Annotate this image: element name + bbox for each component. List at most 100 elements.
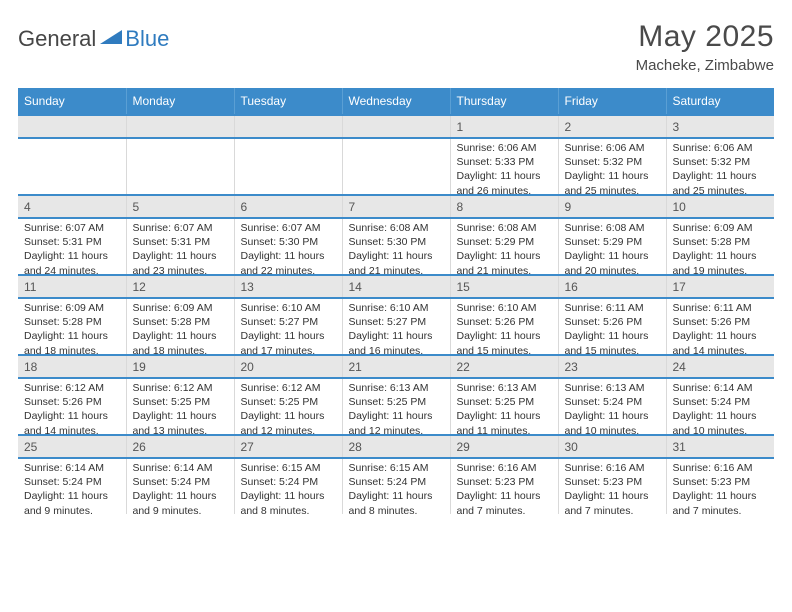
day-info: [343, 139, 450, 194]
week-daynum-row: 123: [18, 115, 774, 138]
sunset-text: Sunset: 5:29 PM: [457, 235, 552, 249]
sunset-text: Sunset: 5:26 PM: [24, 395, 120, 409]
daylight-text: Daylight: 11 hours and 18 minutes.: [133, 329, 228, 357]
sunset-text: Sunset: 5:23 PM: [457, 475, 552, 489]
weekday-header: Thursday: [450, 88, 558, 115]
day-number: 1: [451, 116, 558, 137]
daylight-text: Daylight: 11 hours and 7 minutes.: [673, 489, 769, 517]
sunrise-text: Sunrise: 6:06 AM: [673, 141, 769, 155]
daylight-text: Daylight: 11 hours and 14 minutes.: [673, 329, 769, 357]
sunset-text: Sunset: 5:26 PM: [457, 315, 552, 329]
day-info: Sunrise: 6:10 AMSunset: 5:27 PMDaylight:…: [235, 299, 342, 354]
day-number: 13: [235, 276, 342, 297]
day-number: 6: [235, 196, 342, 217]
week-daynum-row: 18192021222324: [18, 355, 774, 378]
sunrise-text: Sunrise: 6:12 AM: [133, 381, 228, 395]
day-info: Sunrise: 6:09 AMSunset: 5:28 PMDaylight:…: [667, 219, 775, 274]
day-info: Sunrise: 6:06 AMSunset: 5:33 PMDaylight:…: [451, 139, 558, 194]
week-info-row: Sunrise: 6:12 AM Sunset: 5:26 PM Daylight:…: [18, 378, 774, 435]
day-info: Sunrise: 6:07 AMSunset: 5:31 PMDaylight:…: [18, 219, 126, 274]
sunrise-text: Sunrise: 6:14 AM: [673, 381, 769, 395]
day-number: 16: [559, 276, 666, 297]
sunset-text: Sunset: 5:26 PM: [673, 315, 769, 329]
week-info-row: Sunrise: 6:06 AMSunset: 5:33 PMDaylight:…: [18, 138, 774, 195]
day-number: 27: [235, 436, 342, 457]
sunrise-text: Sunrise: 6:15 AM: [241, 461, 336, 475]
day-info: Sunrise: 6:11 AMSunset: 5:26 PMDaylight:…: [559, 299, 666, 354]
sunrise-text: Sunrise: 6:07 AM: [133, 221, 228, 235]
daylight-text: Daylight: 11 hours and 10 minutes.: [673, 409, 769, 437]
day-info: [18, 139, 126, 194]
day-info: Sunrise: 6:08 AMSunset: 5:29 PMDaylight:…: [451, 219, 558, 274]
day-number: 22: [451, 356, 558, 377]
day-number: 9: [559, 196, 666, 217]
title-block: May 2025 Macheke, Zimbabwe: [636, 20, 774, 74]
week-info-row: Sunrise: 6:09 AMSunset: 5:28 PM Daylight:…: [18, 298, 774, 355]
daylight-text: Daylight: 11 hours and 24 minutes.: [24, 249, 120, 277]
brand-logo: General Blue: [18, 26, 169, 52]
day-number: 26: [127, 436, 234, 457]
daylight-text: Daylight: 11 hours and 23 minutes.: [133, 249, 228, 277]
day-info: Sunrise: 6:09 AMSunset: 5:28 PMDaylight:…: [18, 299, 126, 354]
sunrise-text: Sunrise: 6:08 AM: [349, 221, 444, 235]
page-title: May 2025: [636, 20, 774, 54]
daylight-text: Daylight: 11 hours and 9 minutes.: [133, 489, 228, 517]
daylight-text: Daylight: 11 hours and 8 minutes.: [349, 489, 444, 517]
day-number: 24: [667, 356, 775, 377]
sunset-text: Sunset: 5:24 PM: [24, 475, 120, 489]
day-info: Sunrise: 6:07 AMSunset: 5:31 PMDaylight:…: [127, 219, 234, 274]
day-number: 30: [559, 436, 666, 457]
day-number: 10: [667, 196, 775, 217]
daylight-text: Daylight: 11 hours and 21 minutes.: [457, 249, 552, 277]
sunrise-text: Sunrise: 6:12 AM: [241, 381, 336, 395]
sunset-text: Sunset: 5:24 PM: [565, 395, 660, 409]
weekday-header: Saturday: [666, 88, 774, 115]
day-info: [127, 139, 234, 194]
day-info: Sunrise: 6:13 AMSunset: 5:24 PMDaylight:…: [559, 379, 666, 434]
day-number: [18, 116, 126, 137]
sunset-text: Sunset: 5:28 PM: [24, 315, 120, 329]
sunrise-text: Sunrise: 6:09 AM: [24, 301, 120, 315]
day-number: 11: [18, 276, 126, 297]
sunset-text: Sunset: 5:32 PM: [673, 155, 769, 169]
sunrise-text: Sunrise: 6:06 AM: [457, 141, 552, 155]
day-info: Sunrise: 6:16 AMSunset: 5:23 PMDaylight:…: [559, 459, 666, 514]
sunrise-text: Sunrise: 6:10 AM: [457, 301, 552, 315]
sunset-text: Sunset: 5:27 PM: [241, 315, 336, 329]
day-info: Sunrise: 6:12 AMSunset: 5:25 PMDaylight:…: [235, 379, 342, 434]
weekday-header-row: Sunday Monday Tuesday Wednesday Thursday…: [18, 88, 774, 115]
daylight-text: Daylight: 11 hours and 20 minutes.: [565, 249, 660, 277]
day-info: Sunrise: 6:14 AMSunset: 5:24 PMDaylight:…: [18, 459, 126, 514]
sunrise-text: Sunrise: 6:13 AM: [457, 381, 552, 395]
day-info: Sunrise: 6:15 AMSunset: 5:24 PMDaylight:…: [343, 459, 450, 514]
weekday-header: Monday: [126, 88, 234, 115]
sunset-text: Sunset: 5:28 PM: [673, 235, 769, 249]
daylight-text: Daylight: 11 hours and 16 minutes.: [349, 329, 444, 357]
sunset-text: Sunset: 5:24 PM: [133, 475, 228, 489]
day-info: Sunrise: 6:13 AMSunset: 5:25 PMDaylight:…: [451, 379, 558, 434]
daylight-text: Daylight: 11 hours and 26 minutes.: [457, 169, 552, 197]
sunrise-text: Sunrise: 6:13 AM: [565, 381, 660, 395]
day-number: [343, 116, 450, 137]
week-info-row: Sunrise: 6:07 AMSunset: 5:31 PMDaylight:…: [18, 218, 774, 275]
daylight-text: Daylight: 11 hours and 17 minutes.: [241, 329, 336, 357]
sunset-text: Sunset: 5:25 PM: [457, 395, 552, 409]
week-daynum-row: 25262728293031: [18, 435, 774, 458]
sunset-text: Sunset: 5:30 PM: [349, 235, 444, 249]
brand-triangle-icon: [98, 26, 123, 52]
daylight-text: Daylight: 11 hours and 25 minutes.: [565, 169, 660, 197]
sunset-text: Sunset: 5:24 PM: [349, 475, 444, 489]
sunset-text: Sunset: 5:25 PM: [349, 395, 444, 409]
sunrise-text: Sunrise: 6:14 AM: [133, 461, 228, 475]
daylight-text: Daylight: 11 hours and 22 minutes.: [241, 249, 336, 277]
day-number: 4: [18, 196, 126, 217]
day-number: 15: [451, 276, 558, 297]
daylight-text: Daylight: 11 hours and 7 minutes.: [457, 489, 552, 517]
day-number: 21: [343, 356, 450, 377]
week-info-row: Sunrise: 6:14 AMSunset: 5:24 PMDaylight:…: [18, 458, 774, 514]
day-info: Sunrise: 6:15 AMSunset: 5:24 PMDaylight:…: [235, 459, 342, 514]
daylight-text: Daylight: 11 hours and 19 minutes.: [673, 249, 769, 277]
brand-part2: Blue: [125, 26, 169, 52]
day-info: Sunrise: 6:06 AMSunset: 5:32 PMDaylight:…: [667, 139, 775, 194]
sunset-text: Sunset: 5:27 PM: [349, 315, 444, 329]
